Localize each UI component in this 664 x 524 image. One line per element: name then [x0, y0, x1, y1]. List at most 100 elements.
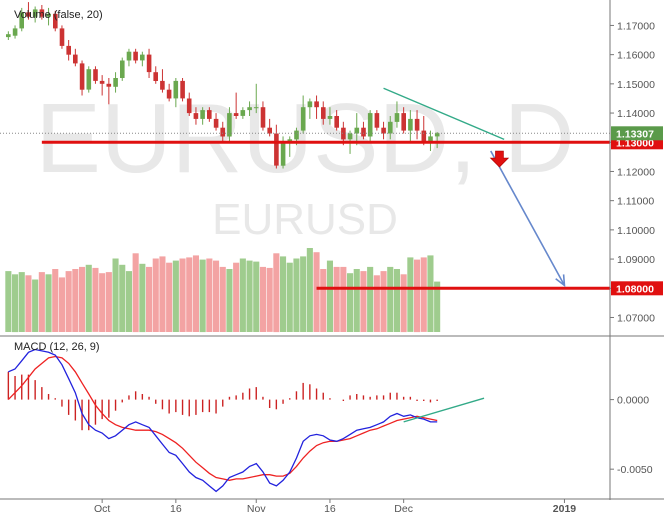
volume-bar — [172, 260, 179, 332]
candle-body — [153, 72, 158, 81]
candle — [193, 107, 199, 125]
volume-bar — [427, 255, 434, 332]
volume-bar — [266, 267, 273, 332]
candle — [408, 110, 413, 143]
price-tick-label: 1.07000 — [617, 313, 655, 325]
volume-bar — [259, 266, 266, 332]
volume-bar — [347, 273, 354, 332]
volume-bar — [273, 253, 280, 333]
volume-bar — [253, 261, 260, 332]
candle — [66, 40, 71, 61]
candle-body — [200, 110, 205, 119]
volume-bar — [25, 275, 32, 332]
candle — [46, 7, 51, 26]
price-tick-label: 1.09000 — [617, 254, 655, 266]
volume-bar — [85, 264, 92, 332]
candle — [106, 78, 112, 105]
candle — [146, 48, 152, 78]
candle-body — [99, 80, 105, 84]
candle-body — [428, 136, 433, 143]
candle-body — [401, 113, 406, 131]
candle — [267, 118, 272, 137]
volume-bar — [192, 255, 199, 332]
price-tick-label: 1.16000 — [617, 50, 655, 62]
candle — [233, 92, 239, 119]
candle — [32, 6, 38, 23]
candle — [434, 132, 440, 149]
volume-indicator-label[interactable]: Volume (false, 20) — [14, 9, 103, 21]
candle — [220, 121, 225, 143]
current-price-badge: 1.13307 — [611, 126, 663, 141]
price-tick-label: 1.15000 — [617, 79, 655, 91]
candle-body — [260, 107, 266, 128]
candle-body — [166, 89, 172, 99]
candle-body — [46, 13, 51, 17]
candle-body — [73, 54, 78, 64]
volume-bar — [32, 279, 39, 332]
candle — [321, 101, 326, 125]
volume-bar — [38, 272, 45, 332]
candle — [120, 57, 125, 81]
indicator-labels: Volume (false, 20) MACD (12, 26, 9) — [14, 9, 103, 353]
volume-bar — [166, 262, 173, 332]
level-badge-lower-bg — [611, 281, 663, 296]
macd-line — [8, 348, 438, 493]
volume-bar — [340, 266, 347, 332]
price-overlays — [0, 87, 610, 290]
price-tick-label: 1.17000 — [617, 20, 655, 32]
candle-body — [106, 83, 112, 87]
candle-body — [354, 127, 360, 134]
candle-body — [287, 139, 293, 143]
candle-body — [253, 107, 259, 109]
volume-bar — [367, 266, 374, 332]
sell-down-arrow-icon — [489, 150, 510, 168]
candle-body — [408, 118, 413, 131]
volume-bar — [300, 256, 307, 332]
current-price-badge-bg — [611, 126, 663, 141]
macd-signal-line — [7, 355, 438, 481]
volume-bar — [105, 272, 112, 332]
macd-panel — [7, 348, 485, 493]
volume-bar — [360, 271, 367, 332]
candle-body — [381, 127, 386, 134]
volume-bar — [233, 262, 240, 332]
candle — [180, 78, 185, 102]
volume-bar — [400, 274, 407, 333]
volume-bar — [226, 269, 233, 332]
candle-body — [227, 113, 232, 137]
candle-body — [247, 107, 252, 111]
level-badge-lower-text: 1.08000 — [616, 283, 654, 295]
watermark-symbol: EURUSD — [212, 195, 398, 244]
time-tick-label: Nov — [247, 503, 266, 515]
candle-body — [274, 133, 279, 166]
volume-bar — [92, 267, 99, 332]
candle — [388, 116, 393, 140]
candle-body — [19, 12, 24, 29]
candle — [361, 121, 366, 140]
candle-body — [39, 9, 45, 17]
volume-bar — [12, 274, 19, 333]
volume-bar — [99, 273, 106, 332]
price-tick-label: 1.14000 — [617, 108, 655, 120]
candle-body — [53, 13, 58, 29]
volume-bar — [45, 274, 52, 333]
candle — [421, 116, 427, 146]
volume-bar — [353, 269, 360, 332]
candle-body — [79, 63, 85, 90]
volume-bar — [280, 256, 287, 332]
candle-body — [341, 127, 346, 140]
candle — [394, 101, 400, 128]
candle-body — [186, 98, 192, 114]
candle-body — [327, 116, 333, 119]
candle-body — [240, 110, 246, 116]
candle-body — [86, 69, 92, 90]
watermark-symbol-interval: EURUSD, D — [35, 83, 574, 193]
volume-bar — [293, 258, 300, 332]
macd-indicator-label[interactable]: MACD (12, 26, 9) — [14, 341, 100, 353]
candle — [113, 72, 118, 93]
candle — [173, 78, 179, 108]
candle-body — [220, 127, 225, 137]
volume-bar — [152, 258, 159, 332]
volume-bar — [407, 257, 414, 332]
